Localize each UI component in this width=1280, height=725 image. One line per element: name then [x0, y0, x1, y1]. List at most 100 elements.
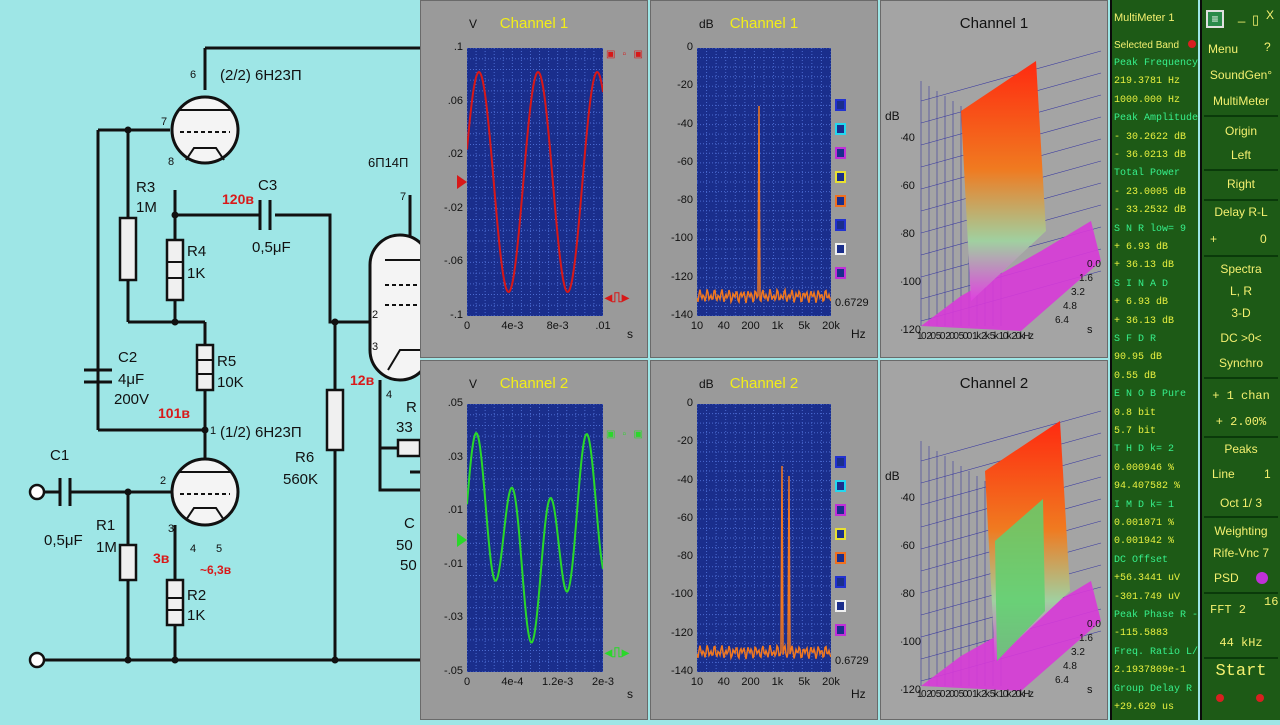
r6-label: R6 [295, 449, 314, 466]
channel-color-swatch[interactable] [835, 576, 846, 588]
r2-label: R2 [187, 587, 206, 604]
channel-color-swatch[interactable] [835, 480, 846, 492]
scope-ch2-y-tick: -.03 [444, 611, 463, 624]
psd-button[interactable]: PSD [1214, 571, 1239, 585]
multimeter-row: - 23.0005 dB [1114, 186, 1187, 198]
dc-button[interactable]: DC >0< [1220, 331, 1262, 345]
multimeter-row: I M D k= 1 [1114, 499, 1175, 511]
close-button[interactable]: X [1266, 8, 1275, 22]
spectrum-ch1-y-tick: -20 [677, 79, 693, 92]
line-value[interactable]: 1 [1264, 467, 1271, 481]
channel-color-swatch[interactable] [835, 123, 846, 135]
channel-stepper[interactable]: + 1 chan [1212, 389, 1270, 403]
oscilloscope-ch1-plot[interactable] [467, 48, 603, 316]
channel-color-swatch[interactable] [835, 528, 846, 540]
voltage-6-3: ~6,3в [200, 563, 231, 577]
spectrogram-unit-z: s [1087, 324, 1093, 336]
spectra-3d-button[interactable]: 3-D [1231, 306, 1251, 320]
channel-color-swatch[interactable] [835, 99, 846, 111]
origin-right-button[interactable]: Right [1226, 177, 1255, 191]
spectrum-ch1-y-tick: 0 [686, 41, 693, 53]
psd-led[interactable] [1256, 572, 1268, 584]
restore-button[interactable]: ▯ [1252, 12, 1260, 27]
spectrogram-ch2-svg[interactable]: -40 -60 -80 -100 -120 0.0 1.6 3.2 4.8 6.4 s [901, 401, 1107, 701]
spectrum-ch2-plot[interactable] [697, 404, 831, 672]
scope-ch2-y-tick: -.05 [444, 665, 463, 677]
soundgen-button[interactable]: SoundGen° [1209, 68, 1273, 82]
scope-ch2-trigger-icon[interactable]: ◂⎍▸ [605, 644, 629, 660]
channel-color-swatch[interactable] [835, 600, 846, 612]
tube-right-label: 6П14П [368, 155, 408, 170]
synchro-button[interactable]: Synchro [1218, 356, 1264, 370]
line-button[interactable]: Line [1212, 467, 1235, 481]
spectrum-ch1-y-tick: -80 [677, 194, 693, 207]
delay-value[interactable]: 0 [1260, 232, 1267, 246]
octave-selector[interactable]: Oct 1/ 3 [1219, 496, 1263, 510]
fft-size[interactable]: 16 [1264, 595, 1279, 609]
help-button[interactable]: ? [1264, 40, 1271, 54]
multimeter-row: Peak Frequency [1114, 58, 1198, 69]
channel-color-swatch[interactable] [835, 147, 846, 159]
multimeter-row: + 6.93 dB [1114, 242, 1169, 253]
c2-value: 4μF [118, 371, 144, 388]
delay-plus-button[interactable]: + [1210, 232, 1218, 246]
multimeter-row: +29.620 us [1114, 702, 1175, 713]
scope-ch1-trigger-icon[interactable]: ◂⎍▸ [605, 289, 629, 305]
r1-label: R1 [96, 517, 115, 534]
spectrogram-z-tick: 3.2 [1071, 287, 1085, 298]
scope-ch2-x-tick: 0 [463, 676, 471, 688]
c2-voltage: 200V [114, 391, 149, 408]
channel-color-swatch[interactable] [835, 552, 846, 564]
channel-color-swatch[interactable] [835, 456, 846, 468]
minimize-button[interactable]: _ [1238, 8, 1246, 23]
origin-left-button[interactable]: Left [1230, 148, 1251, 162]
channel-color-swatch[interactable] [835, 243, 846, 255]
voltage-101: 101в [158, 405, 190, 421]
spectrum-ch1-title: Channel 1 [729, 15, 799, 32]
spectrogram-ch1-svg[interactable]: -40 -60 -80 -100 -120 0.0 1.6 3.2 4.8 6.4 s [901, 41, 1107, 341]
trigger-marker-ch2[interactable] [457, 533, 467, 547]
oscilloscope-ch1-svg [467, 48, 603, 316]
spectrum-ch1-unit-y: dB [699, 17, 714, 31]
weighting-select[interactable]: Rife-Vnc 7 [1212, 546, 1270, 560]
menu-button[interactable]: Menu [1208, 42, 1239, 56]
c2-label: C2 [118, 349, 137, 366]
channel-color-swatch[interactable] [835, 267, 846, 279]
c-cut-value2: 50 [400, 557, 417, 574]
spectrum-ch1-svg [697, 48, 831, 316]
oscilloscope-ch1-panel: Channel 1 V s ▣ ▫ ▣ ◂⎍▸ .1 .06 .02 -.02 -.06… [420, 0, 648, 358]
r5-label: R5 [217, 353, 236, 370]
spectrogram-y-tick: -40 [901, 132, 915, 144]
c-cut-value1: 50 [396, 537, 413, 554]
app-logo-icon[interactable]: ≡ [1206, 10, 1224, 28]
channel-color-swatch[interactable] [835, 504, 846, 516]
delay-label: Delay R-L [1214, 205, 1268, 219]
selected-band-led[interactable] [1188, 40, 1196, 48]
multimeter-row: DC Offset [1114, 554, 1169, 566]
percent-stepper[interactable]: + 2.00% [1215, 415, 1267, 429]
tube-top-label: (2/2) 6H23П [220, 67, 302, 84]
channel-color-swatch[interactable] [835, 219, 846, 231]
channel-color-swatch[interactable] [835, 624, 846, 636]
scope-ch2-mode-icon[interactable]: ▣ ▫ ▣ [606, 430, 643, 441]
fft-selector[interactable]: FFT 2 [1210, 603, 1247, 617]
spectrum-ch1-plot[interactable] [697, 48, 831, 316]
multimeter-row: 219.3781 Hz [1114, 76, 1181, 88]
spectra-lr-button[interactable]: L, R [1229, 284, 1252, 298]
spectrogram-z-tick: 4.8 [1063, 301, 1077, 312]
channel-color-swatch[interactable] [835, 171, 846, 183]
spectrum-ch2-x-tick: 200 [741, 676, 760, 688]
multimeter-row: 2.1937809e-1 [1114, 665, 1187, 677]
scope-ch2-x-tick: 1.2e-3 [542, 676, 574, 688]
tube-bottom-label: (1/2) 6H23П [220, 424, 302, 441]
oscilloscope-ch2-plot[interactable] [467, 404, 603, 672]
trigger-marker-ch1[interactable] [457, 175, 467, 189]
spectrogram-unit-z: s [1087, 684, 1093, 696]
scope-ch1-mode-icon[interactable]: ▣ ▫ ▣ [606, 50, 643, 61]
spectrogram-y-tick: -60 [901, 540, 915, 552]
channel-color-swatch[interactable] [835, 195, 846, 207]
sample-rate-selector[interactable]: 44 kHz [1219, 636, 1263, 650]
start-button[interactable]: Start [1215, 662, 1267, 681]
multimeter-button[interactable]: MultiMeter [1212, 94, 1269, 108]
pin-6: 6 [190, 69, 196, 81]
